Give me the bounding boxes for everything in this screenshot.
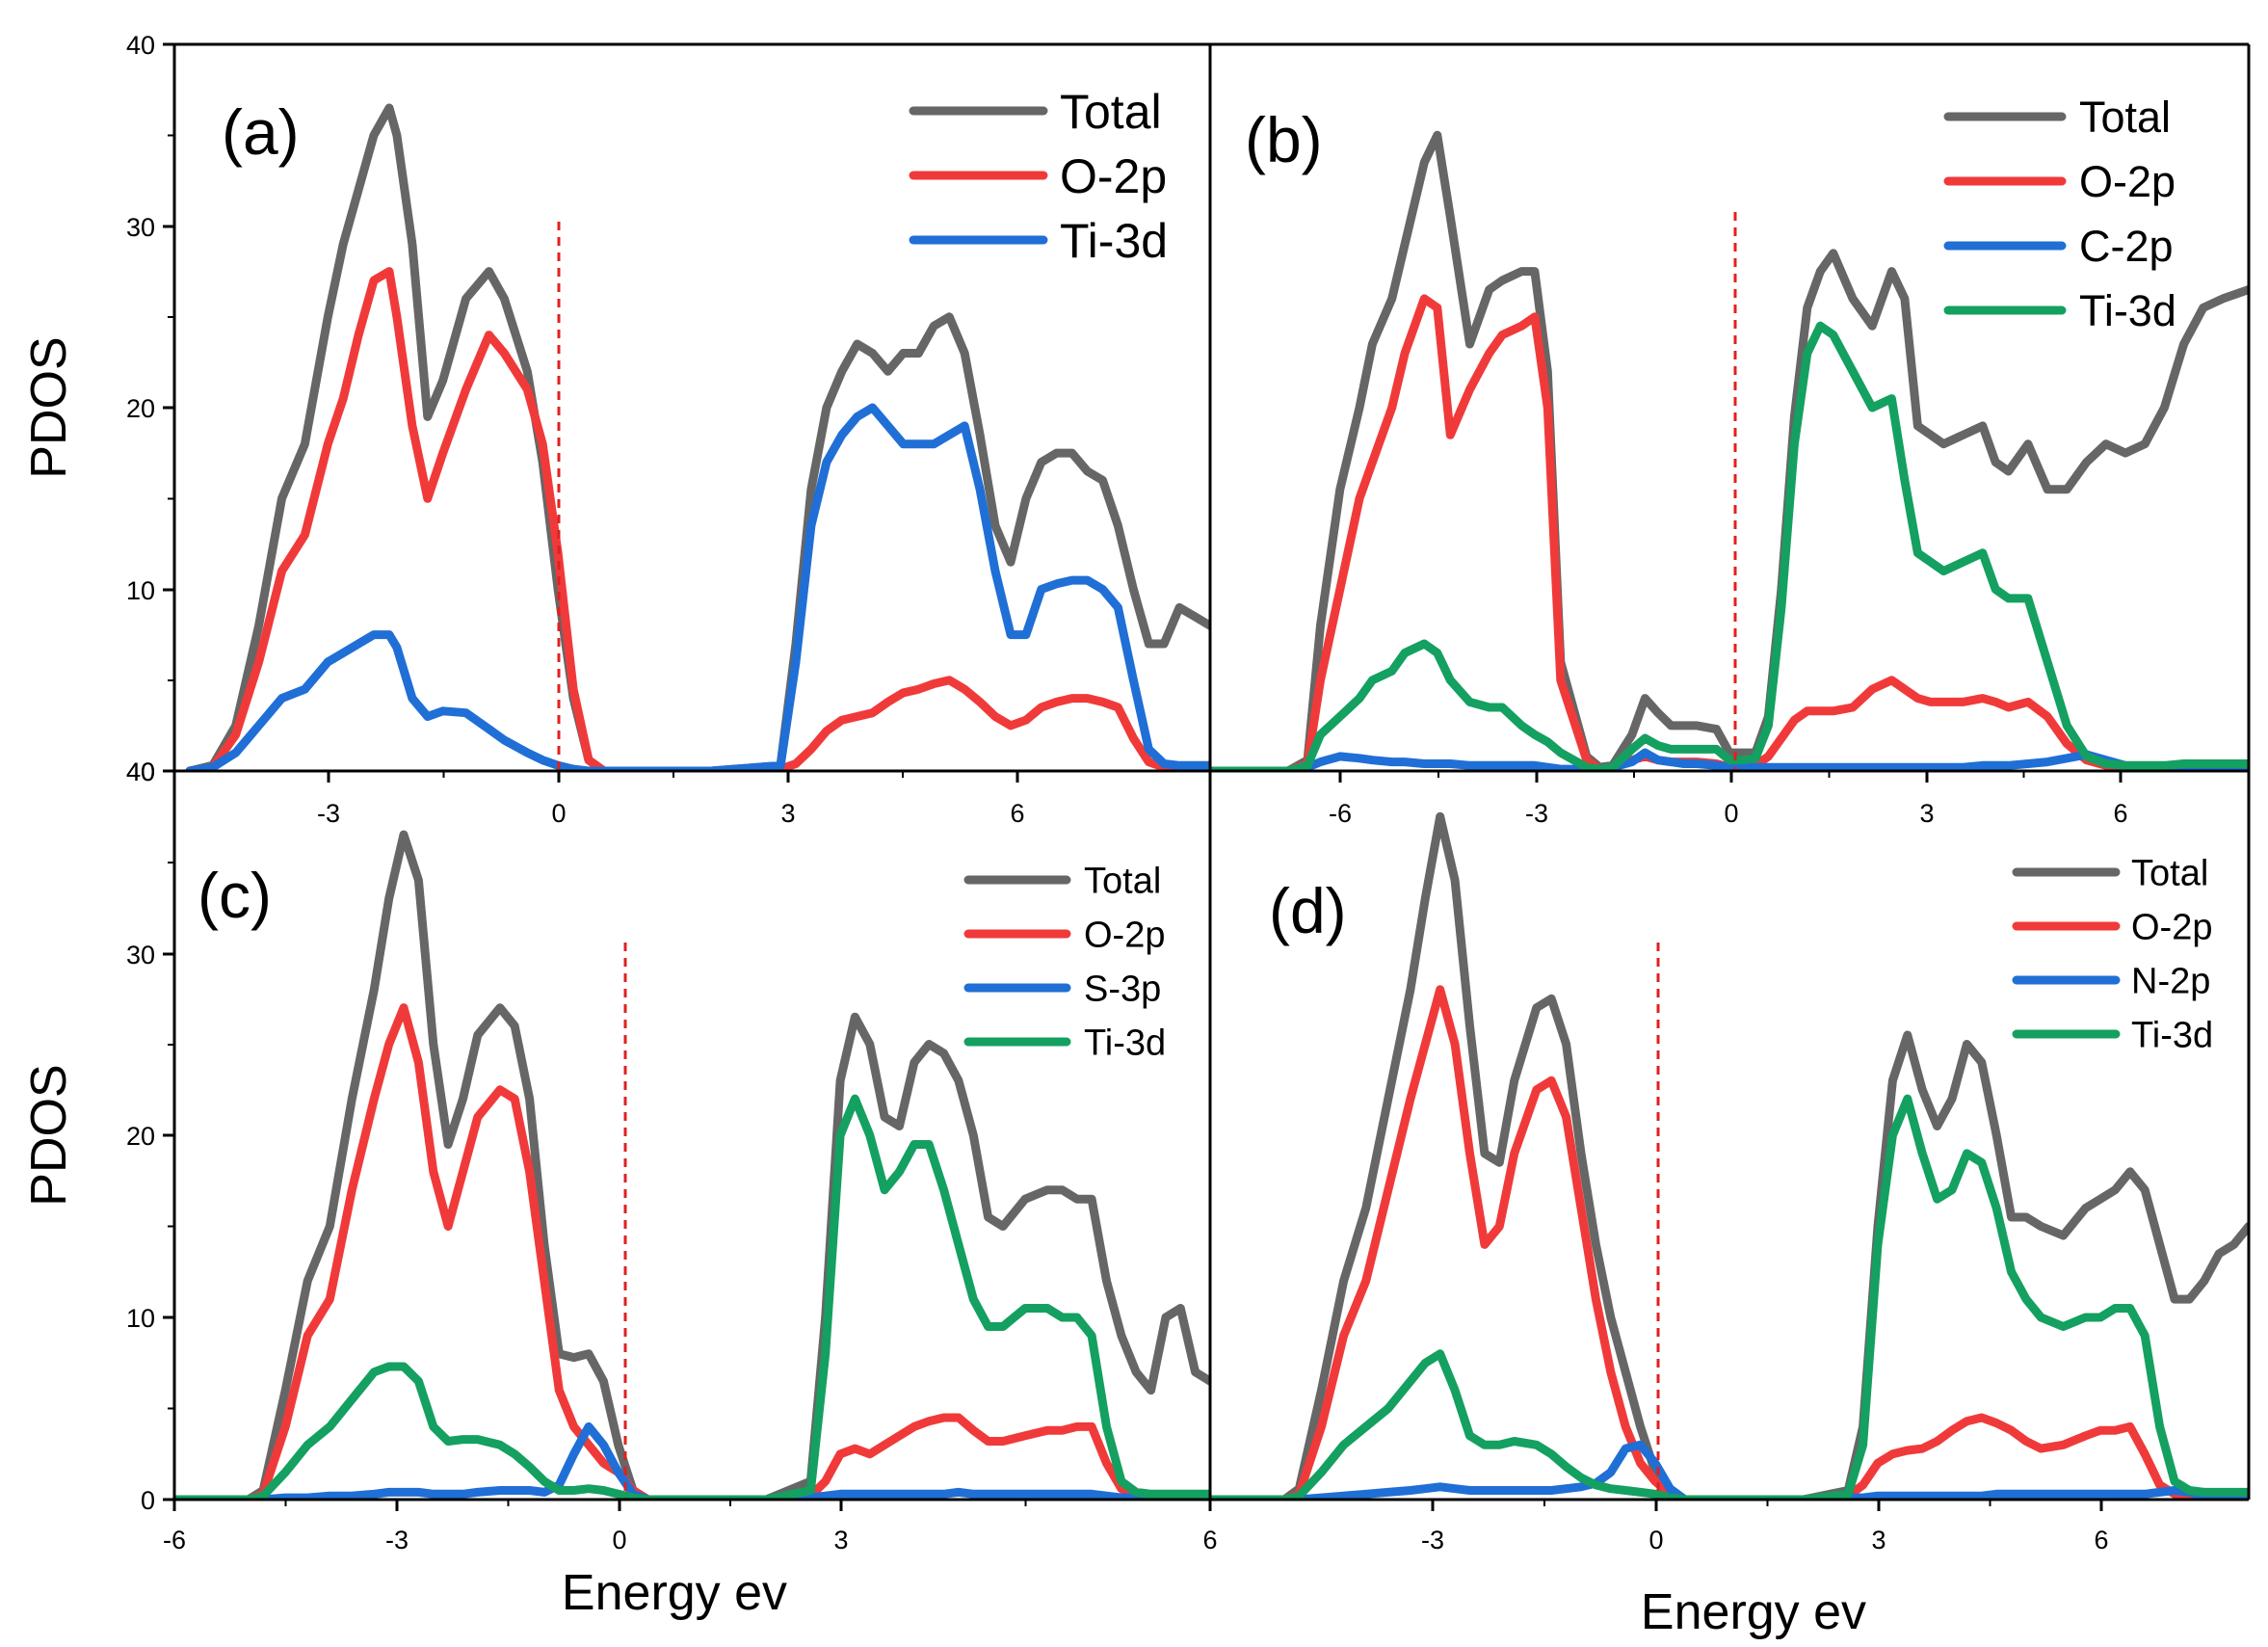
x-tick-label: -6 — [1329, 799, 1352, 828]
legend-label: Ti-3d — [1084, 1023, 1166, 1064]
legend-label: Total — [1060, 85, 1162, 139]
x-tick-label: 0 — [612, 1526, 626, 1554]
legend-label: O-2p — [2079, 157, 2176, 206]
x-tick-label: 0 — [1648, 1526, 1663, 1554]
series-line-ti-3d — [185, 403, 1210, 771]
y-tick-label: 10 — [126, 576, 155, 605]
x-tick-label: -3 — [317, 799, 340, 828]
legend-label: C-2p — [2079, 222, 2174, 271]
y-tick-label: 40 — [126, 757, 155, 786]
series-line-n-2p — [1210, 1440, 2249, 1500]
series-line-total — [1210, 811, 2249, 1500]
series-line-s-3p — [174, 1421, 1210, 1500]
panel-label: (b) — [1245, 104, 1323, 175]
legend-label: N-2p — [2131, 962, 2210, 1002]
legend-label: O-2p — [1084, 916, 1165, 956]
y-tick-label: 40 — [126, 31, 155, 60]
y-tick-label: 20 — [126, 394, 155, 423]
x-tick-label: 3 — [1871, 1526, 1886, 1554]
panel-label: (c) — [198, 860, 272, 931]
curve-layer — [174, 103, 2249, 1500]
y-tick-label: 40 — [126, 757, 155, 786]
series-line-o-2p — [174, 1003, 1210, 1500]
legend-label: O-2p — [2131, 908, 2212, 948]
y-tick-label: 30 — [126, 941, 155, 970]
x-tick-label: 0 — [1724, 799, 1738, 828]
legend-label: Total — [2131, 854, 2208, 894]
series-line-ti-3d — [1210, 1094, 2249, 1500]
y-axis-label: PDOS — [21, 1064, 77, 1206]
series-line-total — [174, 830, 1210, 1500]
x-axis-label: Energy ev — [562, 1565, 787, 1621]
x-tick-label: 3 — [780, 799, 795, 828]
y-tick-label: 10 — [126, 1304, 155, 1333]
legend-label: Ti-3d — [2131, 1016, 2213, 1056]
x-tick-label: 3 — [833, 1526, 848, 1554]
panel-label: (a) — [222, 96, 300, 168]
x-tick-label: 6 — [2113, 799, 2127, 828]
series-line-total — [185, 103, 1210, 771]
axes-layer — [163, 42, 2251, 1511]
legend-label: Ti-3d — [1060, 214, 1168, 268]
y-tick-label: 20 — [126, 1122, 155, 1151]
x-tick-label: 6 — [1010, 799, 1024, 828]
legend-label: Ti-3d — [2079, 286, 2176, 335]
x-tick-label: -3 — [1525, 799, 1548, 828]
legend-label: Total — [1084, 862, 1161, 902]
x-tick-label: -3 — [1421, 1526, 1444, 1554]
x-axis-label: Energy ev — [1641, 1584, 1866, 1640]
x-tick-label: 3 — [1919, 799, 1934, 828]
legend-label: O-2p — [1060, 149, 1167, 203]
panel-label: (d) — [1269, 875, 1347, 946]
x-tick-label: 6 — [2094, 1526, 2108, 1554]
x-tick-label: -6 — [163, 1526, 186, 1554]
x-tick-label: -3 — [385, 1526, 409, 1554]
y-tick-label: 30 — [126, 213, 155, 242]
series-line-o-2p — [185, 267, 1210, 771]
x-tick-label: 0 — [551, 799, 566, 828]
y-tick-label: 0 — [141, 1486, 155, 1515]
y-axis-label: PDOS — [21, 336, 77, 478]
series-line-ti-3d — [174, 1094, 1210, 1500]
legend-label: Total — [2079, 93, 2171, 142]
series-line-o-2p — [1210, 985, 2249, 1500]
legend-label: S-3p — [1084, 970, 1161, 1010]
x-tick-label: 6 — [1202, 1526, 1217, 1554]
